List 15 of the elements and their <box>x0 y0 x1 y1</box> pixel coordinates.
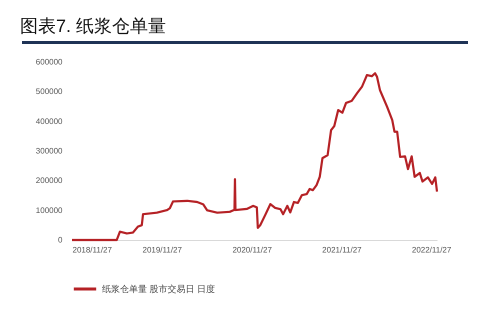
chart-title: 图表7. 纸浆仓单量 <box>20 16 166 36</box>
x-tick-label: 2021/11/27 <box>322 246 362 254</box>
y-tick-label: 100000 <box>36 206 64 215</box>
y-tick-label: 400000 <box>36 116 64 126</box>
legend-label: 纸浆仓单量 股市交易日 日度 <box>102 284 216 294</box>
y-tick-label: 300000 <box>36 146 64 156</box>
x-tick-label: 2022/11/27 <box>412 246 452 254</box>
y-tick-label: 500000 <box>36 87 64 96</box>
y-tick-label: 0 <box>58 236 64 244</box>
x-tick-label: 2018/11/27 <box>72 246 112 254</box>
x-tick-label: 2020/11/27 <box>232 246 272 254</box>
line-series <box>70 72 438 242</box>
x-tick-label: 2019/11/27 <box>142 246 182 254</box>
y-tick-label: 200000 <box>36 176 64 186</box>
y-tick-label: 600000 <box>36 58 64 66</box>
